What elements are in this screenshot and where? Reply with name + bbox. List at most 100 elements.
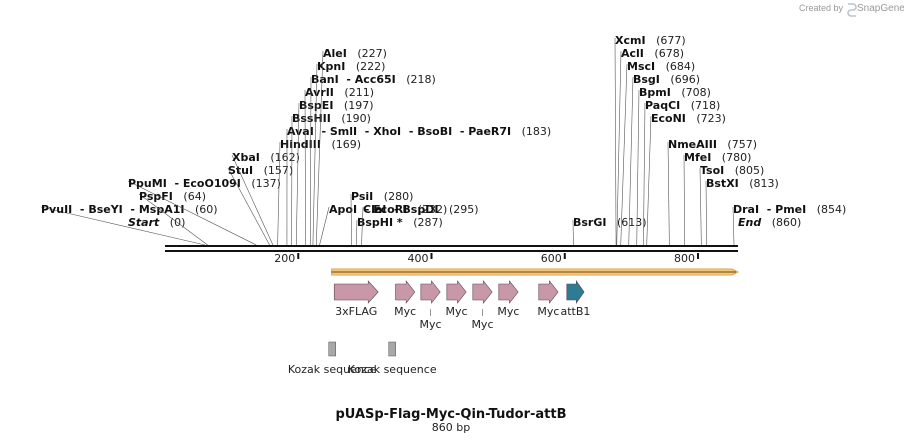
enzyme-name: PvuII [41,203,72,216]
site-position: (813) [749,177,779,190]
ruler: 200 400 600 800 [274,252,700,265]
site-position: (218) [406,73,436,86]
site-label: XcmI (677) [615,34,686,47]
site-leader-line [277,141,281,246]
credit-brand: SnapGene [857,3,904,14]
enzyme-name: MfeI [684,151,711,164]
site-label: DraI - PmeI (854) [733,203,846,216]
site-leader-line [227,167,270,246]
feature-myc: Myc [497,280,519,318]
feature-arrow [420,280,441,304]
site-end: End (860) [738,216,801,229]
site-leader-line [350,193,352,246]
site-nmeaiii: NmeAIII (757) [667,138,757,246]
enzyme-name: PspFI [139,190,173,203]
enzyme-name: AvaI [287,125,314,138]
kozak-box [388,341,396,357]
site-leader-line [309,76,312,246]
feature-myc: Myc [394,280,416,318]
site-leader-line [620,63,628,246]
site-position-gap [739,177,750,190]
site-label: BpmI (708) [639,86,711,99]
site-position: (805) [735,164,765,177]
plasmid-name: pUASp-Flag-Myc-Qin-Tudor-attB [335,407,566,422]
enzyme-name: BspHI * [357,216,403,229]
site-position: (723) [696,112,726,125]
site-label: KpnI (222) [317,60,385,73]
site-position: (137) [251,177,281,190]
site-label: PaqCI (718) [645,99,720,112]
site-label-separator: - [314,125,330,138]
enzyme-name: AleI [323,47,347,60]
site-label: BspEI (197) [299,99,374,112]
site-mfei: MfeI (780) [683,151,751,246]
site-bani: BanI - Acc65I (218) [309,73,436,246]
enzyme-name: NmeAIII [668,138,717,151]
orf [331,268,740,276]
feature-arrow [566,280,585,304]
site-avrii: AvrII (211) [304,86,374,246]
site-label-separator: - [357,203,373,216]
credit-prefix: Created by [799,3,844,13]
enzyme-name: EcoRI [373,203,407,216]
site-leader-line [127,180,257,246]
site-label: BspHI * (287) [357,216,443,229]
site-label: XbaI (162) [232,151,300,164]
site-paqci: PaqCI (718) [643,99,720,246]
feature-myc: Myc [537,280,559,318]
enzyme-name: DraI [733,203,759,216]
enzyme-name: BsoBI [417,125,452,138]
site-bpmi: BpmI (708) [636,86,711,246]
site-position-gap [438,203,449,216]
site-position: (708) [681,86,711,99]
site-label-separator: - [386,203,402,216]
site-apoi: ApoI - EcoRI (232) [319,203,447,246]
feature-3xflag: 3xFLAG [333,280,379,318]
site-position: (60) [195,203,218,216]
site-position: (190) [341,112,371,125]
site-position-gap [333,99,344,112]
site-leader-line [646,115,652,246]
site-leader-line [315,50,324,246]
site-position: (295) [449,203,479,216]
enzyme-name: BsgI [633,73,660,86]
kozak-box [328,341,336,357]
enzyme-name: XcmI [615,34,646,47]
site-leader-line [643,102,646,246]
site-label: AvrII (211) [305,86,374,99]
site-bsphi: BspHI * (287) [355,216,443,246]
site-position-gap [644,47,655,60]
feature-label: attB1 [560,305,590,318]
site-tsoi: TsoI (805) [699,164,764,246]
enzyme-name: BssHII [292,112,331,125]
enzyme-name: EcoO109I [183,177,241,190]
kozak-label: Kozak sequence [288,363,377,376]
site-position: (854) [817,203,847,216]
site-kpni: KpnI (222) [312,60,385,246]
site-position: (227) [357,47,387,60]
feature-kozak-sequence: Kozak sequence [348,341,437,376]
site-position: (197) [344,99,374,112]
site-position-gap [660,73,671,86]
site-position-gap [173,190,184,203]
site-position: (287) [413,216,443,229]
site-label-separator: - [357,125,373,138]
feature-attb1: attB1 [560,280,590,318]
feature-label: 3xFLAG [335,305,377,318]
site-label: PpuMI - EcoO109I (137) [128,177,281,190]
feature-label: Myc [445,305,467,318]
site-econi: EcoNI (723) [646,112,726,246]
site-label: TsoI (805) [700,164,764,177]
site-position-gap [396,73,407,86]
site-label: NmeAIII (757) [668,138,757,151]
site-position-gap [184,203,195,216]
site-position: (64) [183,190,206,203]
enzyme-name: TsoI [700,164,724,177]
kozak-label: Kozak sequence [348,363,437,376]
site-position: (169) [331,138,361,151]
site-label-separator: - [759,203,775,216]
feature-kozak-sequence: Kozak sequence [288,341,377,376]
site-position: (696) [670,73,700,86]
site-xcmi: XcmI (677) [614,34,686,246]
